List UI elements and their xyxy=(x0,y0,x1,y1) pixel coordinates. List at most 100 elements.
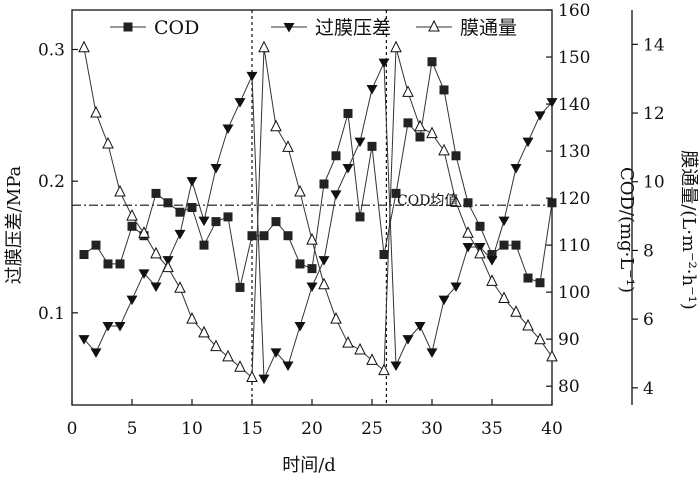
cod-point xyxy=(187,203,197,212)
cod-point xyxy=(295,259,305,269)
x-tick-label: 15 xyxy=(241,419,263,439)
tmp-point xyxy=(222,124,234,134)
x-tick-label: 25 xyxy=(361,419,383,439)
flux-point xyxy=(402,85,414,97)
tmp-point xyxy=(330,190,342,200)
tmp-point xyxy=(150,282,162,292)
tmp-point xyxy=(126,295,138,306)
right1-tick-label: 150 xyxy=(558,48,590,68)
tmp-point xyxy=(174,229,186,240)
x-tick-label: 5 xyxy=(127,419,138,439)
flux-point xyxy=(354,342,366,355)
cod-point xyxy=(343,108,353,118)
x-tick-label: 20 xyxy=(301,419,323,439)
flux-point xyxy=(474,246,486,259)
tmp-point xyxy=(78,335,90,345)
tmp-point xyxy=(294,322,306,332)
tmp-point xyxy=(90,348,102,358)
cod-point xyxy=(427,57,437,67)
flux-point xyxy=(234,360,246,372)
tmp-point xyxy=(450,282,462,292)
tmp-point xyxy=(198,216,210,227)
cod-point xyxy=(439,85,449,95)
tmp-point xyxy=(258,374,270,385)
tmp-point xyxy=(522,137,534,148)
right1-axis-label: COD/(mg·L⁻¹) xyxy=(616,167,637,293)
tmp-series-line xyxy=(83,62,553,379)
cod-point xyxy=(319,179,329,189)
right1-tick-label: 100 xyxy=(558,283,590,303)
tmp-point xyxy=(306,282,318,292)
flux-point xyxy=(138,226,150,238)
cod-point xyxy=(463,198,473,208)
left-axis-label: 过膜压差/MPa xyxy=(4,165,25,284)
tmp-point xyxy=(210,164,222,174)
flux-point xyxy=(428,19,440,32)
tmp-point xyxy=(283,23,295,33)
right2-tick-label: 4 xyxy=(643,379,654,399)
cod-point xyxy=(523,273,533,283)
legend-label: 膜通量 xyxy=(460,17,517,39)
tmp-point xyxy=(462,243,474,253)
cod-point xyxy=(475,221,485,231)
tmp-point xyxy=(282,361,294,371)
tmp-point xyxy=(114,322,126,332)
flux-point xyxy=(150,246,162,259)
cod-point xyxy=(271,217,281,227)
tmp-point xyxy=(414,322,426,332)
flux-point xyxy=(114,184,126,197)
flux-point xyxy=(90,105,102,118)
flux-point xyxy=(486,274,498,286)
cod-point xyxy=(259,231,269,241)
flux-point xyxy=(534,332,546,345)
tmp-point xyxy=(498,216,510,227)
flux-point xyxy=(294,184,306,197)
cod-point xyxy=(451,151,461,161)
cod-point xyxy=(235,282,245,292)
tmp-point xyxy=(546,98,558,108)
cod-point xyxy=(379,250,389,260)
x-tick-label: 10 xyxy=(181,419,203,439)
cod-point xyxy=(103,259,113,269)
cod-point xyxy=(415,132,425,142)
cod-point xyxy=(211,217,221,227)
flux-point xyxy=(162,260,174,273)
cod-point xyxy=(151,188,161,198)
legend-label: 过膜压差 xyxy=(315,17,391,39)
tmp-point xyxy=(510,164,522,174)
cod-series xyxy=(79,57,557,292)
flux-series xyxy=(78,40,558,383)
cod-point xyxy=(199,240,209,250)
right1-tick-label: 80 xyxy=(558,377,580,397)
left-tick-label: 0.3 xyxy=(38,41,65,61)
right2-axis-label: 膜通量/(L·m⁻²·h⁻¹) xyxy=(678,150,699,310)
cod-point xyxy=(247,231,257,241)
right1-tick-label: 160 xyxy=(558,1,590,21)
tmp-point xyxy=(186,177,198,187)
flux-point xyxy=(126,208,138,221)
flux-point xyxy=(186,312,198,324)
x-tick-label: 40 xyxy=(541,419,563,439)
right2-tick-label: 6 xyxy=(643,310,654,330)
flux-point xyxy=(258,40,270,53)
x-tick-label: 35 xyxy=(481,419,503,439)
cod-point xyxy=(547,198,557,208)
x-tick-label: 30 xyxy=(421,419,443,439)
plot-frame xyxy=(71,9,553,406)
right1-tick-label: 120 xyxy=(558,189,590,209)
tmp-point xyxy=(378,58,390,69)
flux-point xyxy=(378,363,390,376)
tmp-point xyxy=(366,85,378,95)
cod-series-line xyxy=(83,59,553,288)
tmp-point xyxy=(102,322,114,332)
cod-point xyxy=(115,259,125,269)
tmp-point xyxy=(318,256,330,266)
cod-point xyxy=(307,264,317,274)
flux-point xyxy=(546,349,558,362)
tmp-point xyxy=(234,98,246,108)
cod-point xyxy=(123,22,133,32)
tmp-point xyxy=(390,361,402,371)
flux-point xyxy=(306,233,318,245)
